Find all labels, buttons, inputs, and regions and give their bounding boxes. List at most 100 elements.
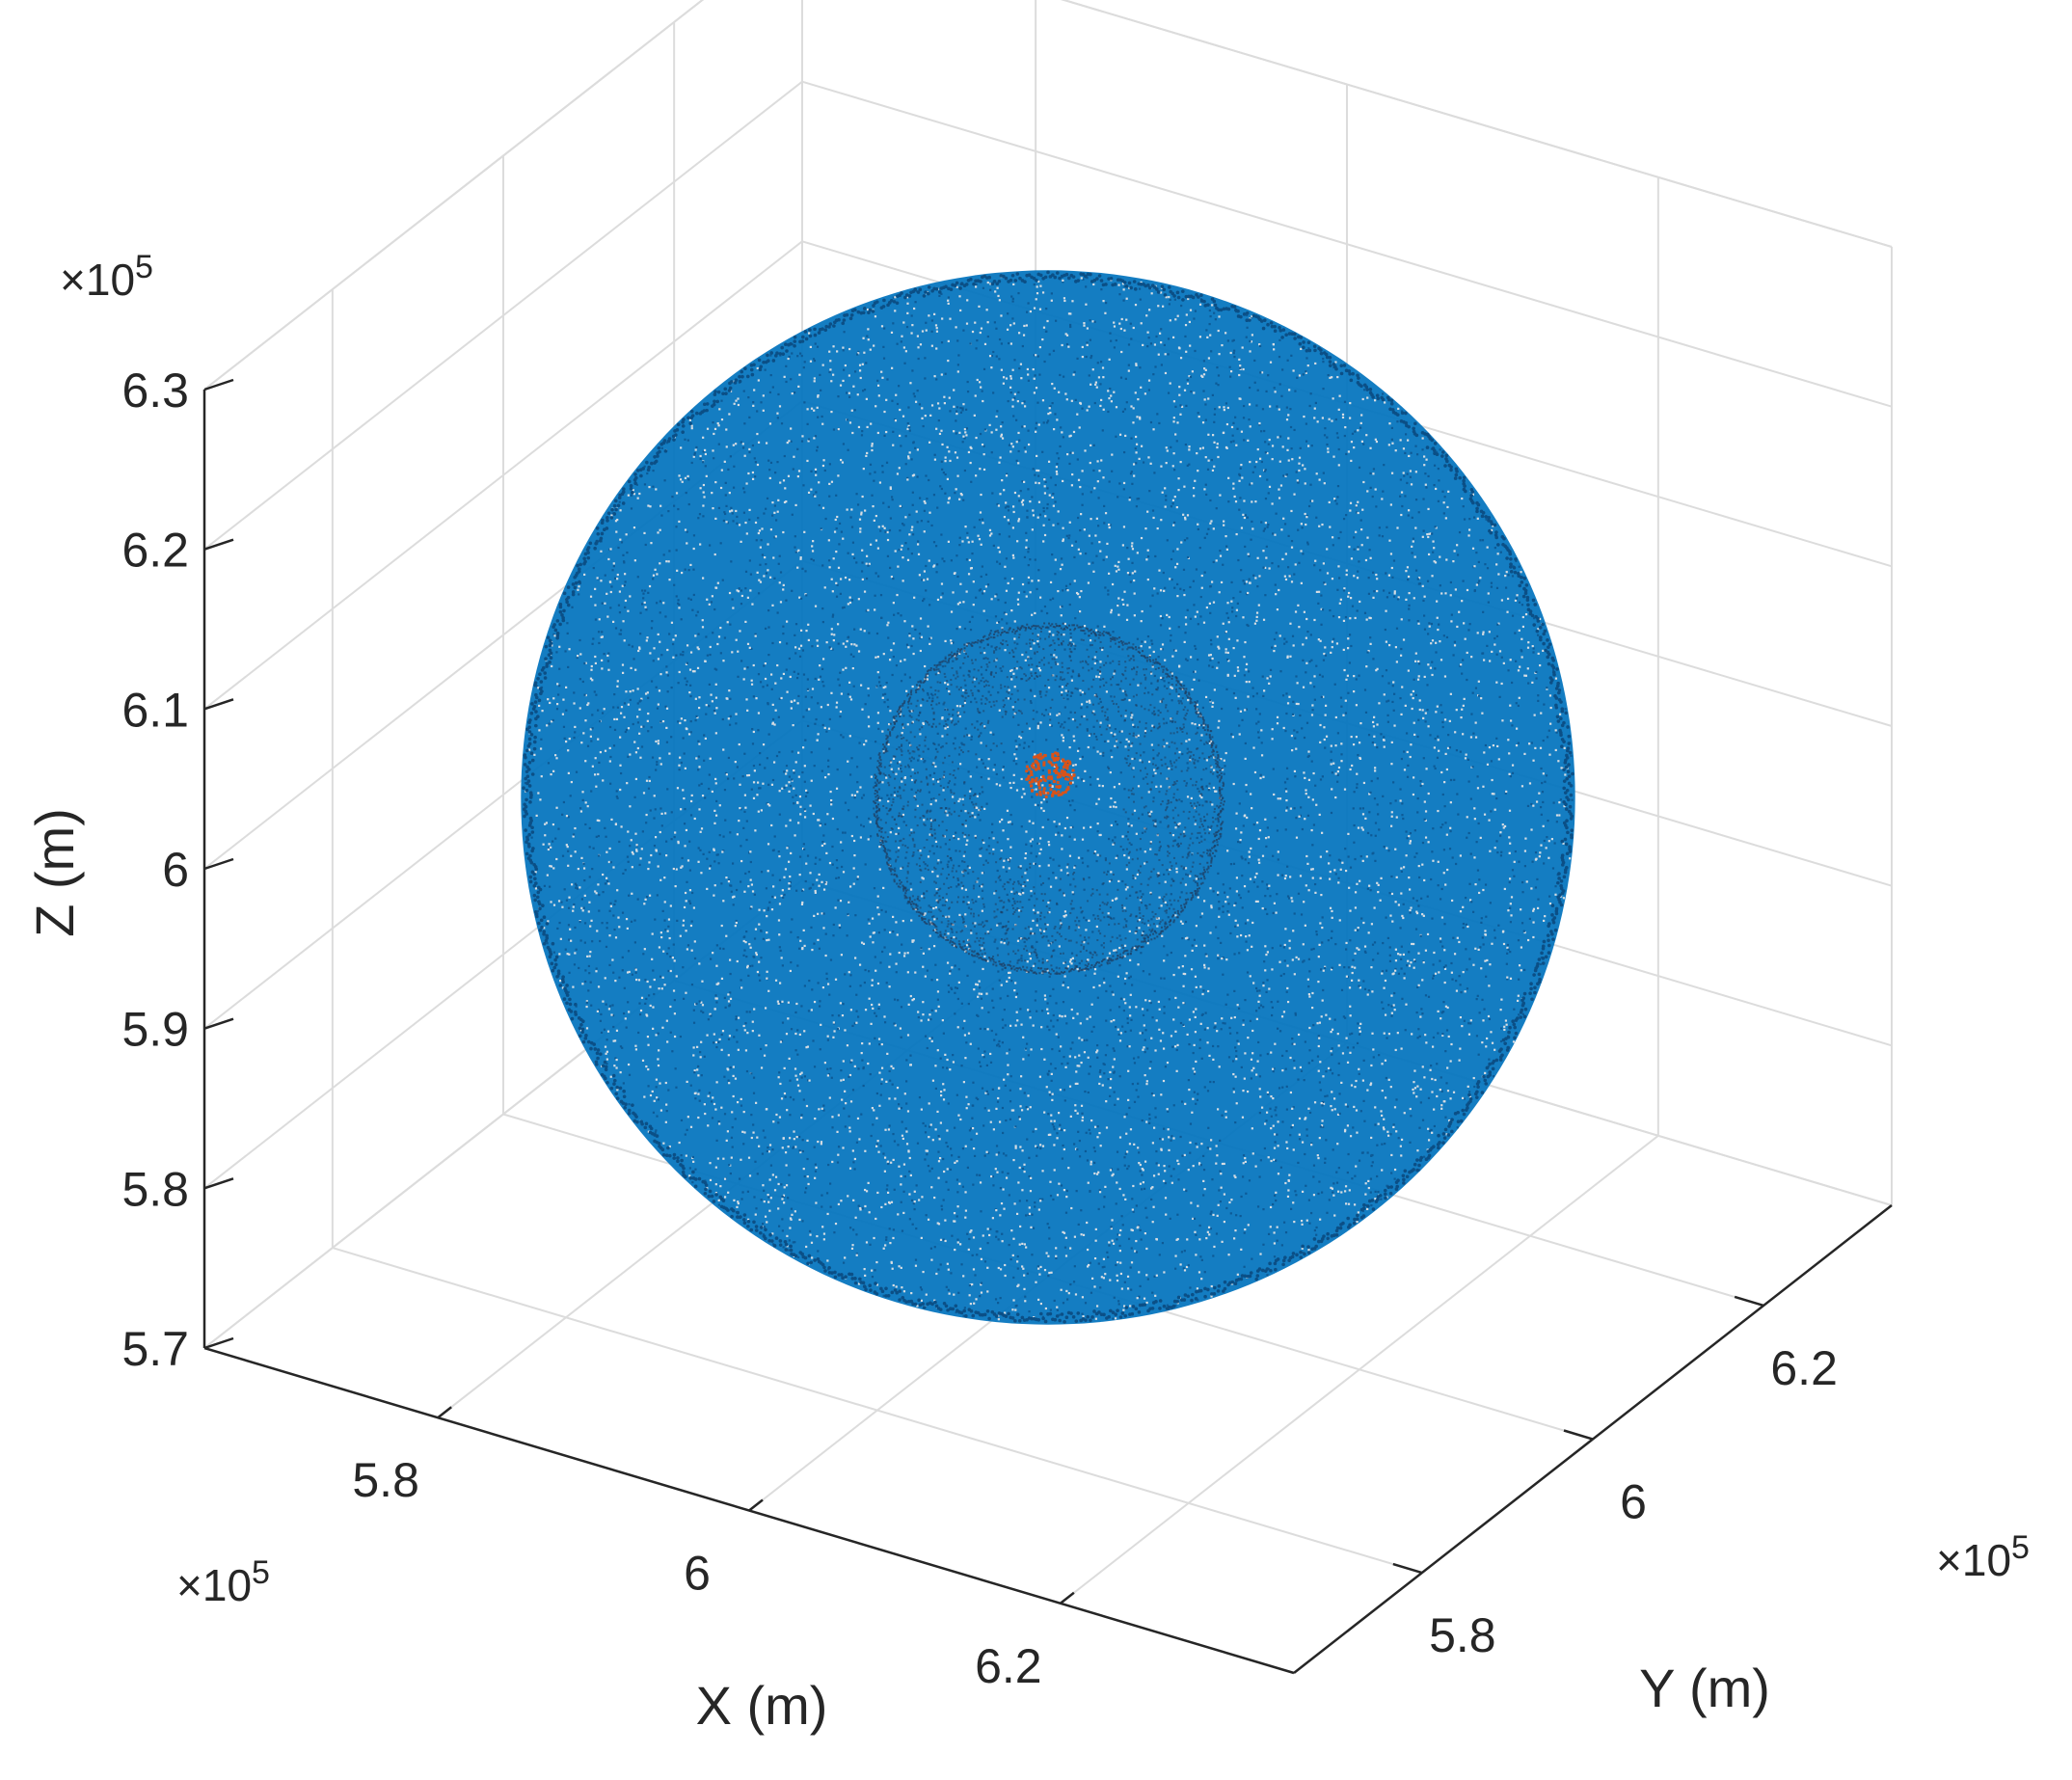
data-point <box>999 1268 1003 1271</box>
data-point <box>1532 651 1535 654</box>
data-point <box>1467 925 1469 929</box>
data-point <box>1427 535 1430 539</box>
data-point <box>819 824 821 827</box>
data-point <box>1488 745 1492 749</box>
data-point <box>866 335 869 337</box>
data-point <box>1381 970 1385 973</box>
data-point <box>571 606 574 608</box>
data-point <box>656 894 659 897</box>
data-point <box>1276 405 1278 408</box>
data-point <box>940 1093 943 1097</box>
data-point <box>791 1213 794 1216</box>
data-point <box>1468 518 1471 521</box>
data-point <box>938 294 941 297</box>
data-point <box>1128 977 1131 980</box>
data-point <box>628 894 631 897</box>
data-point <box>670 621 674 624</box>
data-point <box>680 618 683 621</box>
data-point <box>762 782 765 785</box>
data-point <box>1508 851 1511 854</box>
data-point <box>1077 478 1081 481</box>
data-point <box>827 1163 830 1167</box>
data-point <box>1205 493 1208 496</box>
data-point <box>700 1074 703 1077</box>
data-point <box>1429 734 1432 737</box>
data-point <box>1492 743 1495 747</box>
data-point <box>914 301 917 304</box>
data-point <box>1337 408 1340 411</box>
data-point <box>830 800 833 803</box>
data-point <box>901 544 903 548</box>
data-point <box>860 796 864 799</box>
data-point <box>1442 1001 1445 1004</box>
data-point <box>1412 897 1415 900</box>
data-point <box>1189 1151 1192 1154</box>
data-point <box>985 1090 988 1093</box>
data-point <box>995 1235 998 1238</box>
data-point <box>1112 1242 1116 1245</box>
data-point <box>1394 967 1397 971</box>
data-point <box>1151 1186 1154 1189</box>
data-point <box>1081 690 1084 694</box>
data-point <box>1359 426 1362 429</box>
data-point <box>627 1063 631 1066</box>
data-point <box>982 921 984 924</box>
data-point <box>1097 1207 1100 1211</box>
data-point <box>1202 724 1205 727</box>
data-point <box>1362 389 1366 391</box>
data-point <box>955 488 957 491</box>
data-point <box>1166 1061 1170 1065</box>
data-point <box>1216 1214 1219 1217</box>
data-point <box>1421 841 1425 845</box>
data-point <box>760 809 763 812</box>
data-point <box>1417 876 1421 879</box>
data-point <box>1306 541 1309 544</box>
data-point <box>1209 654 1212 657</box>
data-point <box>1518 1013 1520 1016</box>
data-point <box>970 1127 973 1130</box>
data-point <box>1477 822 1480 825</box>
data-point <box>1199 1022 1202 1025</box>
data-point <box>1238 508 1241 511</box>
data-point <box>616 685 619 688</box>
data-point <box>967 1032 971 1035</box>
data-point <box>1123 906 1126 909</box>
data-point <box>1065 334 1069 337</box>
data-point <box>903 362 906 364</box>
data-point <box>1499 551 1502 553</box>
data-point <box>992 350 995 354</box>
data-point <box>1117 1233 1119 1236</box>
data-point <box>1307 504 1311 508</box>
data-point <box>1079 485 1082 489</box>
data-point <box>655 1086 658 1089</box>
data-point <box>918 1095 922 1099</box>
data-point <box>673 999 676 1002</box>
data-point <box>919 850 922 852</box>
data-point <box>1274 391 1277 393</box>
data-point <box>1391 442 1394 445</box>
data-point <box>580 898 583 901</box>
data-point <box>1157 656 1160 659</box>
data-point <box>622 1082 625 1085</box>
data-point <box>550 865 553 868</box>
data-point <box>1076 688 1079 690</box>
data-point <box>952 714 955 716</box>
data-point <box>1130 337 1133 340</box>
data-point <box>677 842 680 845</box>
data-point <box>1424 836 1428 839</box>
data-point <box>1115 821 1117 823</box>
data-point <box>920 635 924 638</box>
data-point <box>1394 799 1397 802</box>
data-point <box>708 867 712 870</box>
data-point <box>1317 638 1320 641</box>
data-point <box>1137 1146 1140 1149</box>
data-point <box>1050 299 1053 302</box>
data-point <box>842 368 846 371</box>
data-point <box>1204 418 1207 421</box>
data-point <box>1524 674 1528 677</box>
data-point <box>881 781 884 784</box>
data-point <box>1186 762 1189 765</box>
data-point <box>1361 397 1364 401</box>
data-point <box>771 778 775 782</box>
data-point <box>1466 678 1468 682</box>
